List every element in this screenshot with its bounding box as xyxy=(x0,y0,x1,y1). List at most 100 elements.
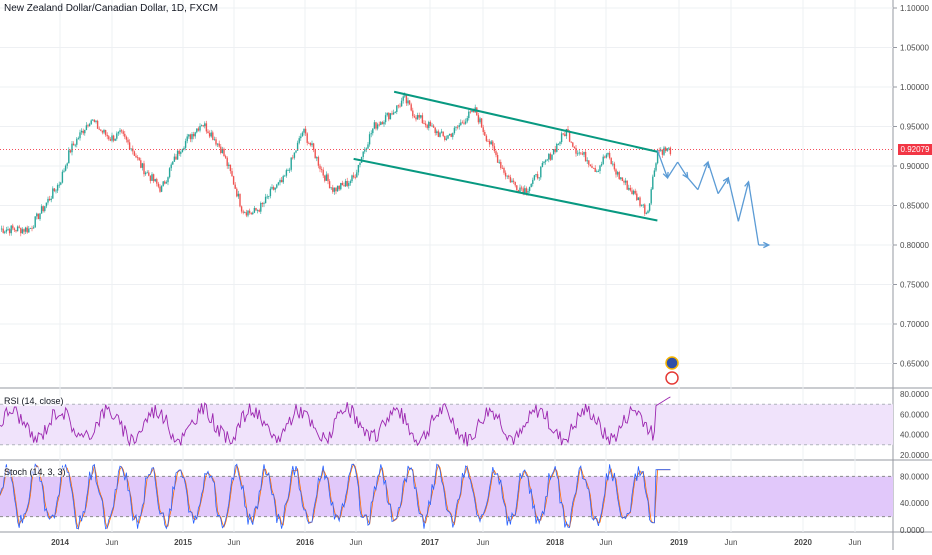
projection-arrowhead xyxy=(763,241,771,249)
candle-body xyxy=(584,151,587,162)
candle-body xyxy=(349,181,352,184)
candle-body xyxy=(40,206,43,214)
candle-body xyxy=(287,170,289,171)
candle-body xyxy=(552,149,555,155)
candle-body xyxy=(408,100,411,105)
candle-body xyxy=(160,186,163,192)
candle-body xyxy=(244,212,246,214)
candle-body xyxy=(274,187,276,190)
stoch-band xyxy=(0,476,893,517)
candle-body xyxy=(52,188,54,199)
candle-body xyxy=(60,182,62,185)
projection-segment xyxy=(707,161,719,194)
candle-body xyxy=(296,142,299,151)
candle-body xyxy=(133,151,136,156)
chart-title: New Zealand Dollar/Canadian Dollar, 1D, … xyxy=(4,3,218,14)
candle-body xyxy=(500,161,502,168)
candle-body xyxy=(536,174,539,179)
candle-body xyxy=(13,228,16,231)
candle-body xyxy=(573,146,576,149)
candle-body xyxy=(464,121,467,124)
candle-body xyxy=(141,163,144,168)
candle-body xyxy=(645,213,648,214)
price-tick-label: 1.05000 xyxy=(900,44,929,53)
candle-body xyxy=(335,187,337,192)
candle-body xyxy=(5,229,8,232)
candle-body xyxy=(488,141,491,145)
candle-body xyxy=(168,168,171,178)
candle-body xyxy=(31,228,33,229)
candle-body xyxy=(636,193,638,201)
candle-body xyxy=(431,125,433,127)
candle-body xyxy=(448,133,451,136)
candle-body xyxy=(420,115,422,118)
candle-body xyxy=(592,167,595,169)
candle-body xyxy=(88,124,91,127)
candle-body xyxy=(418,115,420,118)
candle-body xyxy=(341,182,344,186)
candle-body xyxy=(39,213,41,220)
candle-body xyxy=(170,164,172,169)
candle-body xyxy=(549,153,552,160)
candle-body xyxy=(600,163,603,166)
candle-body xyxy=(610,158,612,165)
candle-body xyxy=(648,203,651,211)
candle-body xyxy=(332,187,334,192)
candle-body xyxy=(21,229,24,234)
candle-body xyxy=(213,139,216,141)
candle-body xyxy=(586,160,588,162)
candle-body xyxy=(276,184,278,188)
candle-body xyxy=(149,175,152,181)
candle-body xyxy=(37,213,40,220)
time-tick-label: 2018 xyxy=(546,538,564,547)
candle-body xyxy=(76,138,78,145)
candle-body xyxy=(658,150,660,152)
candle-body xyxy=(252,212,254,215)
candle-body xyxy=(565,129,568,137)
candle-body xyxy=(71,143,73,153)
candle-body xyxy=(231,171,233,177)
candle-body xyxy=(442,131,444,137)
candle-body xyxy=(508,175,510,178)
stoch-k-line xyxy=(0,463,671,530)
candle-body xyxy=(458,125,460,128)
candle-body xyxy=(541,162,544,167)
candle-body xyxy=(372,128,374,134)
candle-body xyxy=(468,111,470,119)
candle-body xyxy=(666,148,668,151)
candle-body xyxy=(348,183,350,186)
rsi-line xyxy=(0,396,671,447)
candle-body xyxy=(176,150,179,160)
candle-body xyxy=(647,210,649,214)
candle-body xyxy=(367,144,369,149)
candle-body xyxy=(368,134,371,145)
candle-body xyxy=(298,138,300,143)
candle-body xyxy=(72,143,75,146)
candle-body xyxy=(640,205,643,206)
price-tick-label: 0.80000 xyxy=(900,241,929,250)
rsi-label: RSI (14, close) xyxy=(4,396,64,406)
candle-body xyxy=(108,136,110,140)
candle-body xyxy=(156,179,158,184)
candle-body xyxy=(669,147,672,155)
candle-body xyxy=(346,180,348,186)
candle-body xyxy=(261,203,264,205)
candle-body xyxy=(295,150,297,153)
candle-body xyxy=(604,156,606,158)
candle-body xyxy=(450,133,452,137)
candle-body xyxy=(101,130,104,133)
stoch-label: Stoch (14, 3, 3) xyxy=(4,467,66,477)
candle-body xyxy=(242,211,244,213)
candle-body xyxy=(375,122,377,129)
candle-body xyxy=(320,169,323,170)
candle-body xyxy=(194,132,196,137)
candle-body xyxy=(644,204,646,214)
candle-body xyxy=(380,122,382,125)
candle-body xyxy=(354,177,356,179)
candle-body xyxy=(524,188,526,194)
candle-body xyxy=(306,133,308,143)
candle-body xyxy=(324,175,326,181)
candle-body xyxy=(196,128,198,133)
candle-body xyxy=(556,143,558,152)
